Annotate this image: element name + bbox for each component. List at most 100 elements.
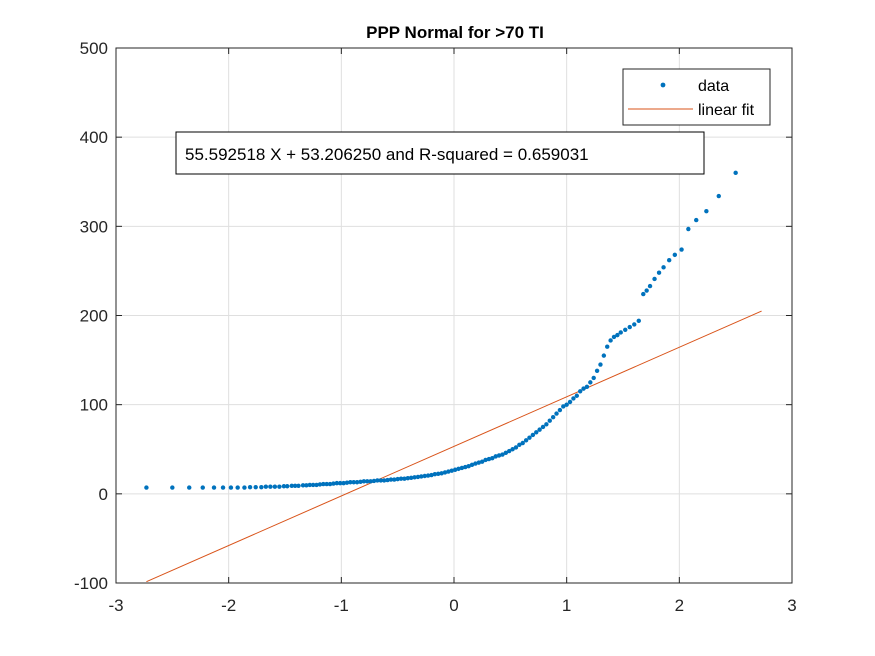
data-point	[242, 485, 247, 490]
data-point	[652, 276, 657, 282]
data-point	[574, 393, 580, 398]
data-point	[496, 453, 502, 458]
data-point	[228, 485, 234, 490]
data-point	[439, 471, 444, 476]
data-point	[235, 485, 240, 490]
data-point	[253, 484, 258, 490]
data-point	[300, 483, 306, 488]
data-point	[187, 485, 192, 490]
data-point	[517, 442, 522, 447]
data-point	[561, 404, 566, 409]
data-point	[459, 465, 465, 471]
data-point	[425, 473, 431, 478]
data-point	[623, 327, 628, 332]
data-point	[344, 480, 350, 485]
data-series	[144, 170, 738, 490]
data-point	[381, 478, 387, 483]
legend-label-data: data	[698, 78, 729, 95]
fit-annotation-text: 55.592518 X + 53.206250 and R-squared = …	[185, 145, 589, 164]
data-point	[368, 479, 373, 484]
data-point	[405, 476, 411, 481]
y-tick-label: 0	[99, 485, 108, 504]
data-point	[686, 226, 691, 232]
data-point	[354, 480, 360, 485]
data-point	[268, 484, 273, 489]
data-point	[534, 430, 539, 435]
x-tick-label: 2	[675, 596, 684, 615]
data-point	[388, 477, 394, 482]
x-tick-label: 1	[562, 596, 571, 615]
data-point	[317, 482, 323, 487]
data-point	[277, 484, 282, 489]
data-point	[716, 193, 721, 199]
data-point	[608, 338, 613, 343]
data-point	[281, 484, 287, 489]
y-tick-label: -100	[74, 574, 108, 593]
data-point	[412, 475, 417, 480]
data-point	[591, 375, 596, 381]
data-point	[550, 414, 556, 420]
data-point	[694, 217, 699, 223]
data-point	[247, 484, 253, 490]
data-point	[611, 334, 617, 340]
x-axis: -3 -2 -1 0 1 2 3	[108, 48, 797, 615]
legend-marker-data	[660, 82, 666, 88]
data-point	[490, 455, 495, 461]
data-point	[456, 466, 461, 472]
y-tick-label: 300	[80, 217, 108, 236]
linear-fit-series	[146, 310, 762, 583]
linear-fit-line	[146, 310, 762, 583]
data-point	[408, 475, 414, 480]
data-point	[605, 344, 610, 349]
data-point	[636, 318, 641, 324]
data-point	[402, 476, 407, 481]
data-point	[601, 353, 607, 358]
data-point	[661, 265, 666, 270]
data-point	[510, 447, 515, 452]
data-point	[398, 476, 404, 481]
data-point	[540, 424, 546, 430]
data-point	[449, 468, 454, 473]
data-point	[507, 448, 512, 454]
data-point	[584, 384, 590, 390]
data-point	[285, 484, 290, 489]
data-point	[446, 469, 451, 474]
data-point	[479, 459, 485, 464]
data-point	[547, 418, 552, 423]
data-point	[581, 386, 586, 391]
data-point	[378, 478, 383, 483]
data-point	[292, 483, 298, 489]
data-point	[469, 462, 475, 468]
data-point	[331, 481, 336, 486]
data-point	[567, 399, 573, 405]
data-point	[466, 463, 471, 469]
data-point	[310, 482, 316, 488]
data-point	[375, 478, 380, 483]
data-point	[503, 450, 509, 456]
data-point	[314, 482, 319, 488]
data-point	[358, 479, 363, 484]
data-point	[392, 477, 397, 482]
data-point	[557, 407, 563, 413]
data-point	[321, 481, 326, 487]
data-point	[618, 330, 623, 335]
x-tick-label: -1	[334, 596, 349, 615]
y-tick-label: 500	[80, 39, 108, 58]
chart-title: PPP Normal for >70 TI	[366, 23, 544, 42]
legend-box	[622, 68, 771, 126]
data-point	[644, 288, 649, 293]
data-point	[641, 291, 646, 297]
data-point	[272, 484, 278, 489]
data-point	[537, 427, 542, 432]
x-tick-label: -3	[108, 596, 123, 615]
data-point	[476, 460, 481, 465]
data-point	[632, 322, 637, 327]
legend[interactable]: data linear fit	[622, 68, 771, 126]
data-point	[307, 482, 312, 488]
data-point	[351, 480, 356, 485]
data-point	[220, 485, 226, 490]
data-point	[523, 438, 529, 443]
y-tick-label: 100	[80, 396, 108, 415]
data-point	[422, 473, 427, 479]
y-tick-label: 200	[80, 307, 108, 326]
